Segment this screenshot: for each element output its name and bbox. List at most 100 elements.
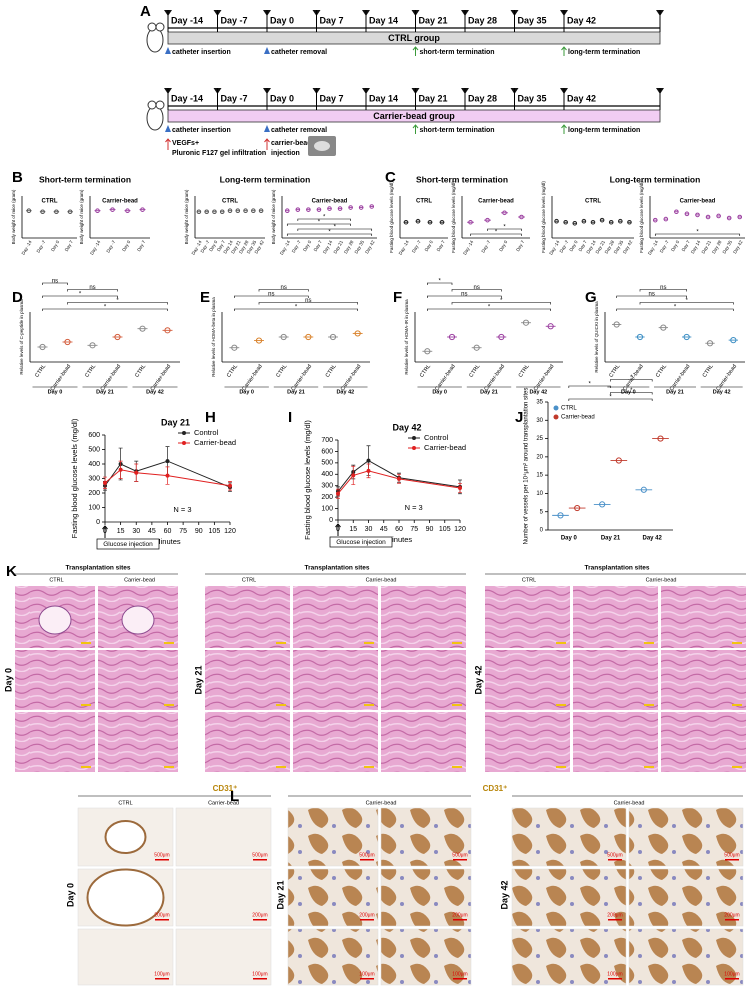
scale-bar xyxy=(452,642,462,644)
chart-title: CTRL xyxy=(222,199,238,205)
micrograph-detail xyxy=(121,605,155,635)
significance-label: ns xyxy=(648,292,654,298)
x-tick-label: Day 7 xyxy=(216,239,226,252)
x-tick-label: Day -14 xyxy=(21,239,33,256)
significance-bracket xyxy=(258,289,309,292)
scale-bar xyxy=(164,642,174,644)
significance-bracket xyxy=(568,385,611,388)
micrograph xyxy=(485,650,570,710)
scale-bar xyxy=(556,766,566,768)
micrograph xyxy=(485,586,570,648)
x-tick-label: Day 21 xyxy=(601,536,621,542)
annotation: N = 3 xyxy=(405,503,423,512)
significance-bracket xyxy=(286,223,351,226)
y-axis-label: Relative levels of HOMA-IR in plasma xyxy=(404,299,409,375)
significance-bracket xyxy=(639,289,687,292)
x-tick-label: Day -7 xyxy=(659,239,670,253)
micrograph xyxy=(205,712,290,772)
scale-bar xyxy=(364,642,374,644)
legend-marker xyxy=(412,436,416,440)
x-tick-label: Day 28 xyxy=(343,239,355,254)
event-arrow xyxy=(412,124,419,134)
x-tick-label: 15 xyxy=(117,528,125,535)
column-label: Carrier-bead xyxy=(366,800,397,806)
y-axis-label: Relative levels of C-peptide in plasma xyxy=(19,299,24,375)
x-tick-label: Day -7 xyxy=(480,239,491,253)
injection-arrow xyxy=(335,523,341,536)
micrograph xyxy=(287,868,379,927)
day-label: Day 0 xyxy=(270,15,294,25)
significance-label: * xyxy=(334,225,337,231)
micrograph xyxy=(511,807,627,867)
significance-bracket xyxy=(67,289,118,292)
scale-bar xyxy=(253,978,267,980)
y-tick-label: 5 xyxy=(540,509,544,515)
group-label: Day 21 xyxy=(480,389,498,395)
column-label: Carrier-bead xyxy=(646,577,677,583)
marker-label: CD31⁺ xyxy=(483,784,508,793)
scale-bar xyxy=(725,859,739,861)
event-label: long-term termination xyxy=(568,49,640,56)
scale-bar xyxy=(608,919,622,921)
y-tick-label: 0 xyxy=(540,528,544,534)
x-tick-label: Day 0 xyxy=(302,239,312,252)
x-tick-label: Day 14 xyxy=(222,239,234,254)
x-tick-label: 105 xyxy=(209,528,221,535)
day-label: Day 35 xyxy=(518,15,547,25)
data-point xyxy=(397,476,401,481)
group-label: Day 21 xyxy=(666,389,684,395)
scale-label: 200μm xyxy=(359,912,374,918)
section-header: Long-term termination xyxy=(220,174,311,184)
x-tick-label: Day 21 xyxy=(595,239,607,254)
data-point xyxy=(235,208,241,213)
scale-label: 200μm xyxy=(724,912,739,918)
x-tick-label: Day 35 xyxy=(722,239,734,254)
significance-label: * xyxy=(630,375,633,381)
chart-title: Carrier-bead xyxy=(478,199,514,205)
data-point xyxy=(243,208,248,213)
micrograph xyxy=(205,650,290,710)
micrograph xyxy=(175,807,272,867)
micrograph-detail xyxy=(38,605,72,635)
scale-label: 100μm xyxy=(359,971,374,977)
x-tick-label: 120 xyxy=(454,526,466,533)
x-tick-label: Day 42 xyxy=(642,536,662,542)
y-axis-label: Body weight of mice (gram) xyxy=(79,189,84,244)
data-point xyxy=(366,458,371,463)
micrograph xyxy=(381,650,466,710)
data-point xyxy=(228,483,232,488)
x-tick-label: 75 xyxy=(410,526,418,533)
x-tick-label: Day 14 xyxy=(322,239,334,254)
x-tick-label: Carrier-bead xyxy=(434,364,457,393)
y-axis-label: Relative levels of HOMA-beta in plasma xyxy=(211,297,216,377)
x-tick-label: Day 0 xyxy=(561,536,578,542)
data-point xyxy=(103,480,107,485)
chart-title: Carrier-bead xyxy=(680,199,716,205)
scale-label: 100μm xyxy=(607,971,622,977)
x-tick-label: Day -14 xyxy=(462,239,474,256)
x-tick-label: Carrier-bead xyxy=(669,364,692,393)
y-axis-label: Fasting blood glucose levels (mg/dl) xyxy=(70,418,79,538)
x-tick-label: Carrier-bead xyxy=(50,364,73,393)
row-label: Day 0 xyxy=(3,668,13,692)
x-tick-label: Day 42 xyxy=(254,239,266,254)
panel-label: D xyxy=(12,289,23,306)
y-tick-label: 500 xyxy=(321,460,333,467)
legend-label: CTRL xyxy=(561,406,577,412)
significance-label: * xyxy=(495,230,498,236)
panel-label: C xyxy=(385,169,396,186)
micrograph xyxy=(380,928,472,986)
x-tick-label: Day 14 xyxy=(585,239,597,254)
y-tick-label: 400 xyxy=(321,471,333,478)
micrograph xyxy=(381,586,466,648)
significance-bracket xyxy=(286,233,373,236)
legend-marker xyxy=(412,446,416,450)
micrograph xyxy=(628,868,744,927)
y-tick-label: 400 xyxy=(88,461,100,468)
data-point xyxy=(118,467,123,472)
micrograph xyxy=(511,928,627,986)
group-name: CTRL group xyxy=(388,33,440,43)
group-label: Day 21 xyxy=(287,389,305,395)
x-tick-label: Day 35 xyxy=(354,239,366,254)
